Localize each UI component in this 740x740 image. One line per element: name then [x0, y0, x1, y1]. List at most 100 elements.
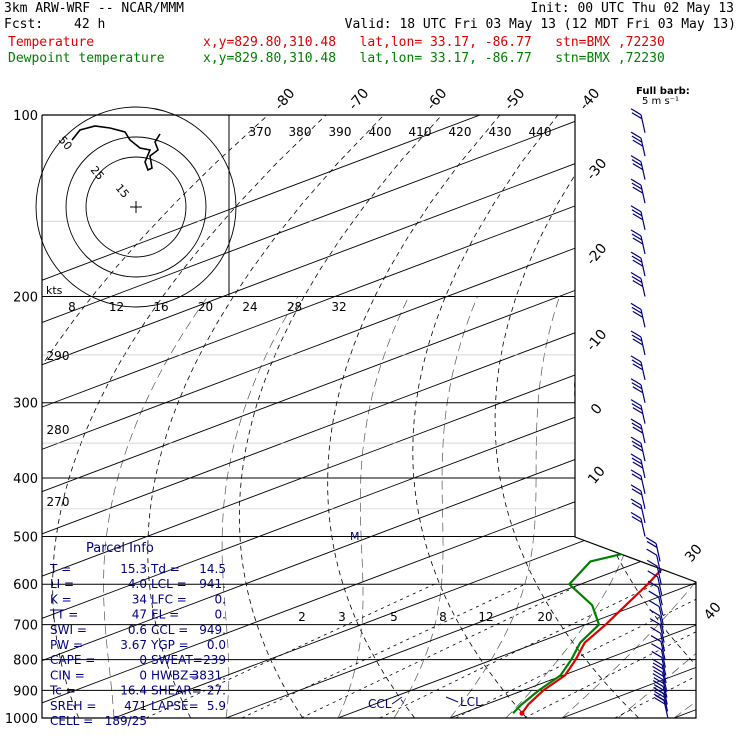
wind-barb — [650, 626, 666, 652]
wind-barb-staff — [662, 693, 669, 712]
wind-barb-flag — [631, 159, 643, 167]
wind-barb — [646, 548, 662, 574]
parcel-row-value: 34 — [132, 592, 147, 606]
wind-barb-flag — [630, 205, 642, 213]
parcel-row-label: CCL = — [151, 623, 188, 637]
wind-barb-flag — [652, 662, 664, 670]
wind-barb-flag — [632, 163, 644, 171]
wind-barb-staff — [640, 257, 646, 277]
wind-barb-flag — [649, 609, 660, 617]
wind-barb — [630, 453, 646, 479]
wind-barb — [648, 600, 664, 625]
isotherm-label: -20 — [583, 241, 610, 269]
ccl-arrow — [391, 696, 403, 705]
wind-barb-staff — [640, 490, 646, 510]
wind-barb-flag — [651, 650, 663, 658]
wind-barb — [630, 229, 646, 255]
hodograph-ring — [65, 136, 207, 278]
wind-barb-staff — [660, 649, 666, 668]
wind-barb — [646, 559, 662, 585]
wind-barb — [651, 650, 667, 676]
wind-barb — [650, 635, 666, 660]
wind-barb-flag — [630, 399, 642, 407]
parcel-row-value: 3831. — [192, 668, 226, 682]
parcel-row-label: PW = — [50, 638, 83, 652]
isotherm-line — [225, 115, 696, 718]
wind-barb — [630, 436, 646, 462]
dry-adiabat-line — [727, 115, 740, 718]
wind-barb-flag — [630, 131, 642, 139]
parcel-row-label: Td = — [150, 562, 180, 576]
wind-barb — [630, 178, 646, 204]
mixing-ratio-label: 20 — [537, 610, 552, 624]
wind-barb-staff — [640, 211, 646, 230]
wind-barb-staff — [640, 361, 646, 381]
theta-label: 370 — [249, 125, 272, 139]
isotherm-label: -70 — [345, 86, 372, 114]
wind-barb — [630, 498, 646, 524]
wind-barb-staff — [640, 384, 646, 403]
wind-barb — [630, 251, 646, 277]
wind-barb-staff — [640, 504, 646, 524]
wind-barb-staff — [640, 114, 646, 133]
wind-barb-staff — [640, 459, 646, 479]
mixing-ratio-line — [301, 583, 582, 718]
wind-barb-staff — [640, 443, 646, 462]
wind-barb — [651, 658, 667, 684]
wind-barb-staff — [661, 672, 668, 691]
wind-barb — [652, 665, 668, 691]
wind-barb-flag — [632, 213, 644, 221]
wind-barb-flag — [632, 338, 644, 346]
wind-barb — [630, 330, 646, 356]
isotherm-line — [42, 115, 696, 718]
mixing-ratio-label: 12 — [478, 610, 493, 624]
wind-barb-flag — [631, 112, 643, 120]
parcel-row-label: CAPE = — [50, 653, 95, 667]
wind-barb-staff — [640, 405, 646, 424]
wind-barb-staff — [657, 576, 663, 596]
wind-barb-flag — [631, 515, 643, 523]
theta-label: 390 — [329, 125, 352, 139]
theta-label: 280 — [47, 423, 70, 437]
wind-barb-flag — [648, 590, 660, 598]
pressure-tick-label: 700 — [13, 619, 38, 634]
isotherm-line — [42, 115, 696, 718]
dewpoint-legend-info: x,y=829.80,310.48 lat,lon= 33.17, -86.77… — [203, 51, 665, 66]
moist-adiabat-line — [673, 296, 696, 718]
parcel-row-value: 941. — [199, 577, 226, 591]
wind-barb-flag — [630, 155, 642, 163]
valid-time: Valid: 18 UTC Fri 03 May 13 (12 MDT Fri … — [344, 17, 736, 32]
parcel-row-value: 0.0 — [207, 638, 226, 652]
theta-label: 430 — [489, 125, 512, 139]
parcel-row-value: 0. — [215, 608, 226, 622]
wind-barb-flag — [631, 276, 643, 284]
hodograph-speed-label: 8 — [68, 300, 76, 314]
wind-barb-flag — [645, 536, 657, 544]
mixing-ratio-label: 5 — [390, 610, 398, 624]
wind-barb — [651, 643, 666, 668]
hodograph-speed-label: 28 — [287, 300, 302, 314]
temperature-legend-info: x,y=829.80,310.48 lat,lon= 33.17, -86.77… — [203, 35, 665, 50]
wind-barb-flag — [630, 378, 642, 386]
wind-barb-flag — [630, 484, 642, 492]
forecast-label: Fcst: — [4, 17, 44, 32]
parcel-row-label: EL = — [151, 608, 179, 622]
wind-barb-flag — [649, 618, 661, 626]
wind-barb-staff — [655, 543, 661, 562]
wind-barb-flag — [631, 209, 643, 217]
wind-barb-flag — [631, 473, 643, 481]
parcel-row-label: YGP = — [150, 638, 189, 652]
parcel-row-label: SWEAT= — [151, 653, 203, 667]
wind-barb — [630, 302, 646, 328]
wind-barb-flag — [647, 580, 659, 588]
pressure-tick-label: 200 — [13, 291, 38, 306]
isotherm-label: -40 — [576, 86, 603, 114]
wind-barb — [630, 418, 646, 444]
wind-barb — [630, 272, 646, 297]
theta-label: 440 — [529, 125, 552, 139]
isotherm-label: 10 — [585, 463, 609, 487]
parcel-info-title: Parcel Info — [86, 541, 154, 556]
wind-barb-flag — [654, 688, 666, 696]
wind-barb-flag — [630, 453, 642, 461]
isotherm-line — [673, 115, 696, 718]
